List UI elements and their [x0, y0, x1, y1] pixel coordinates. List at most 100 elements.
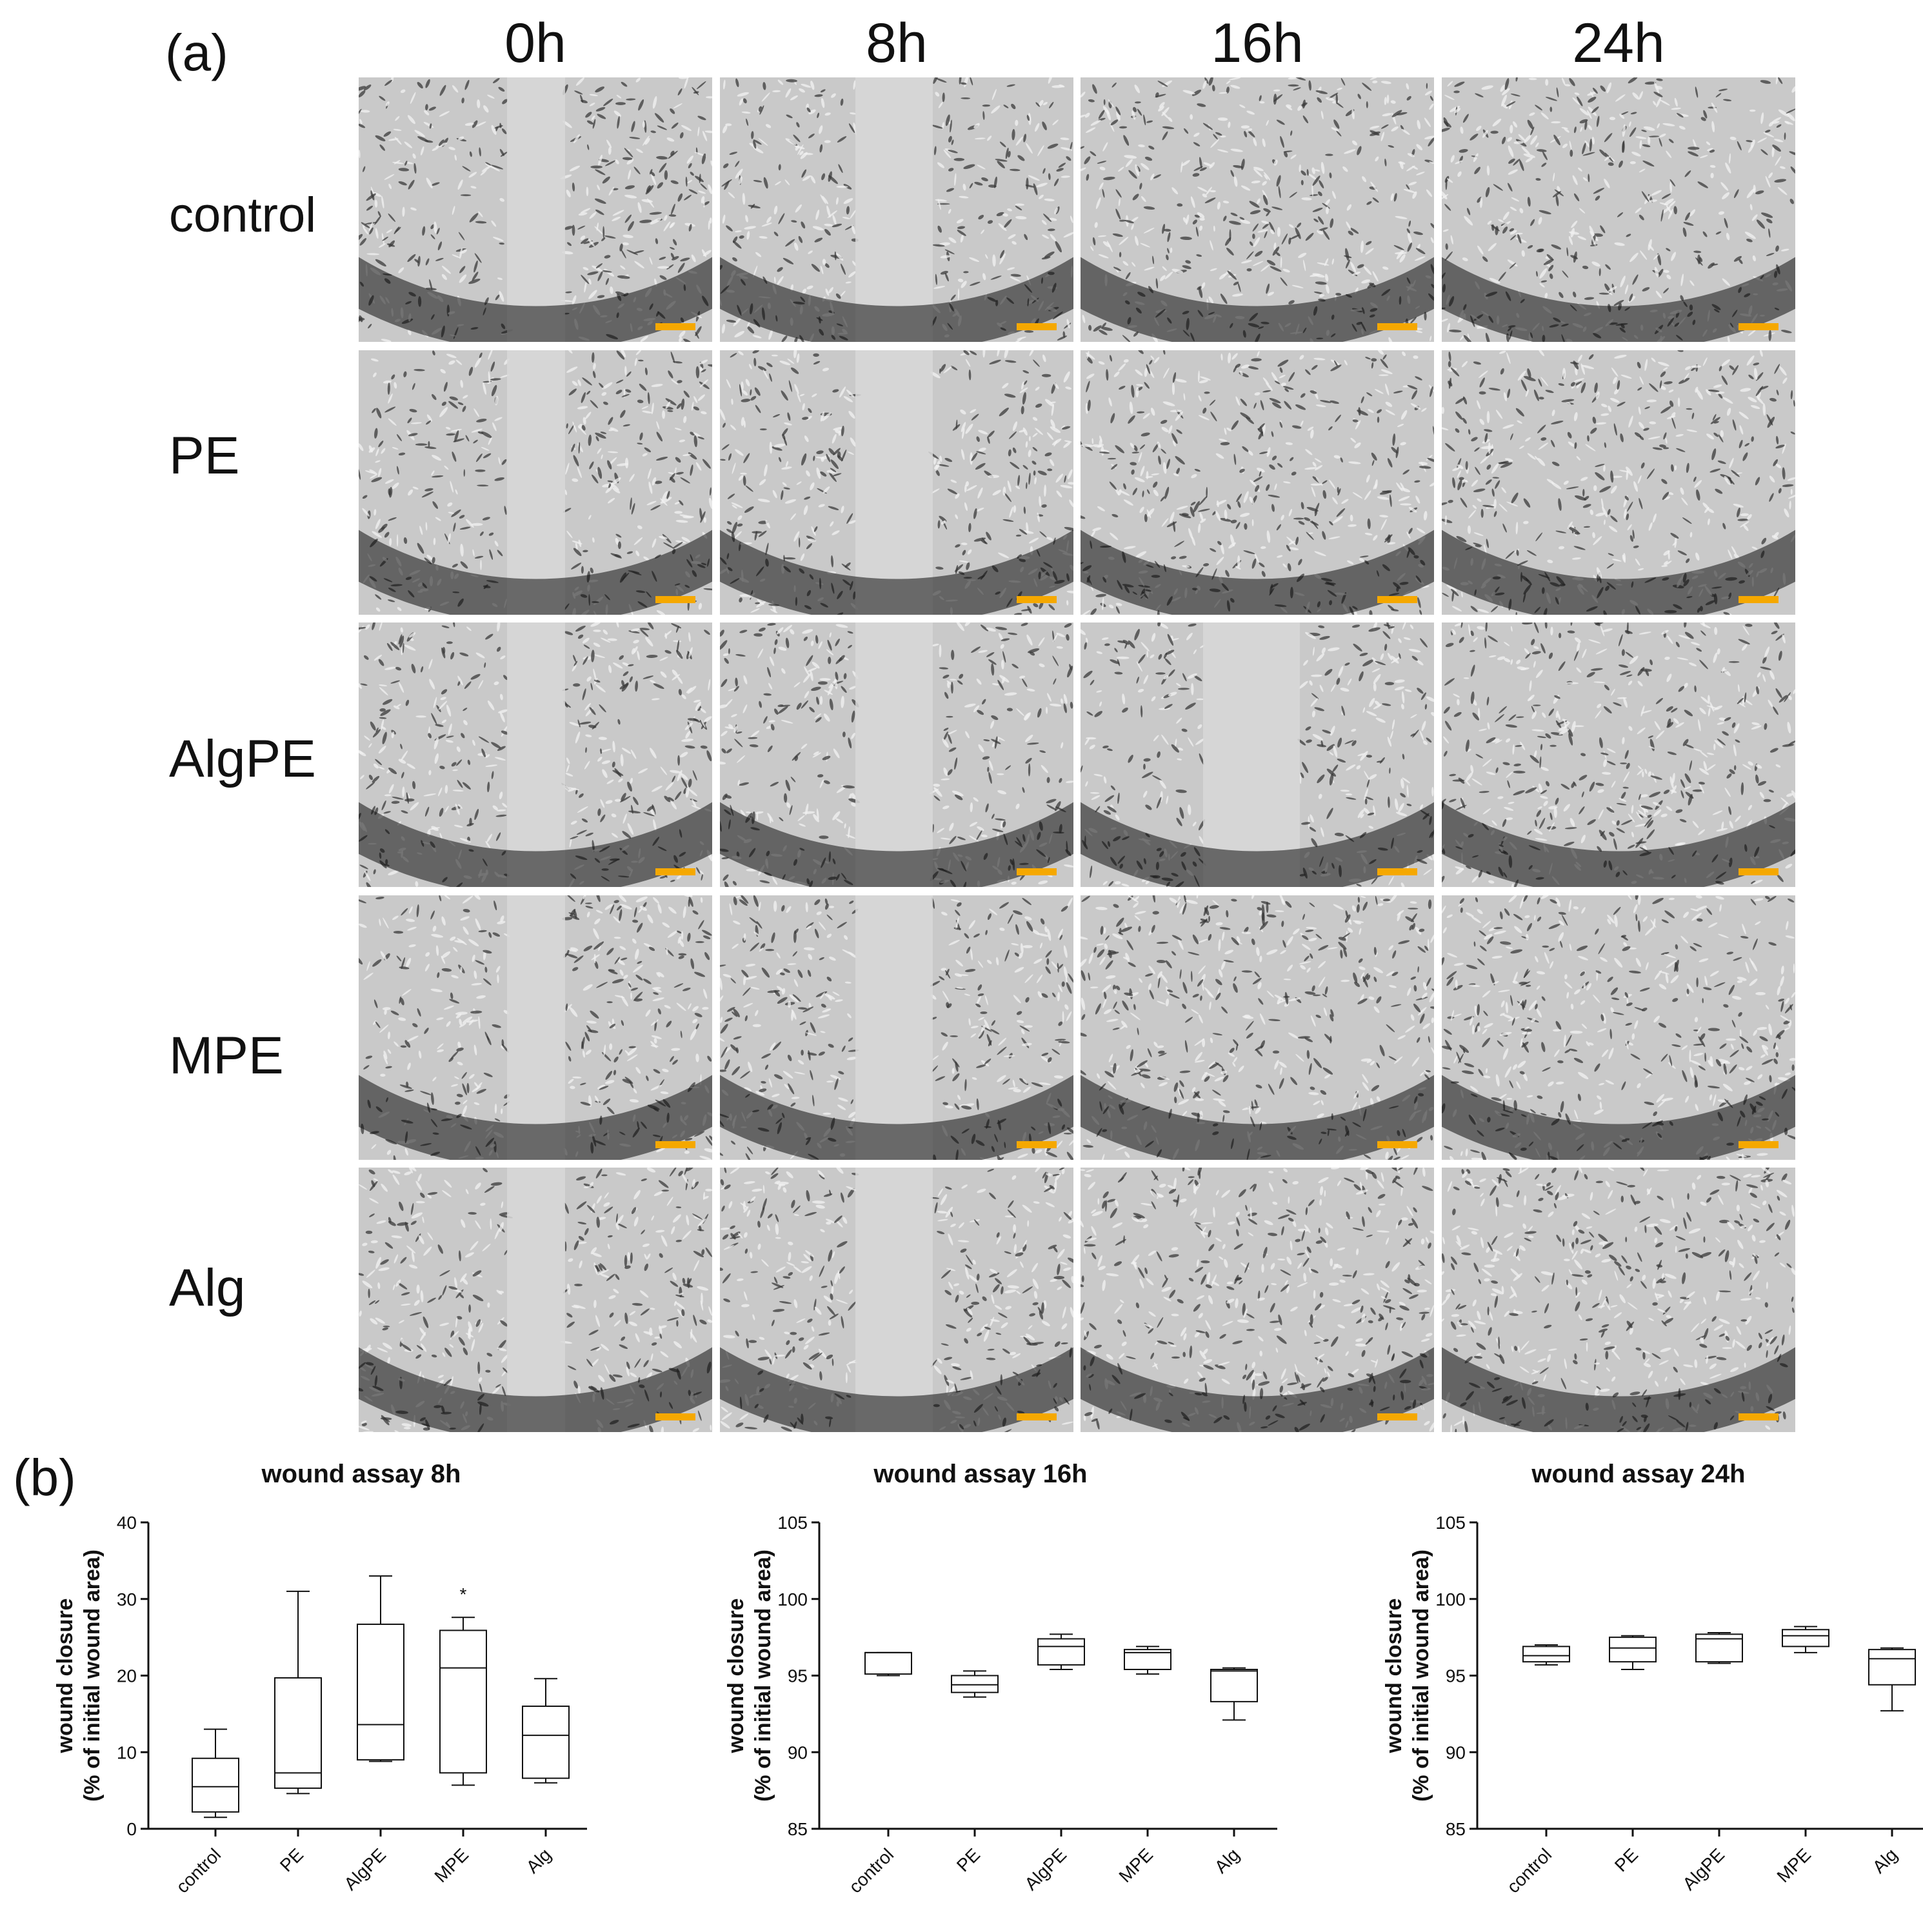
micrograph-texture [359, 350, 712, 615]
y-tick-label: 30 [117, 1589, 137, 1609]
y-tick-label: 20 [117, 1666, 137, 1686]
micrograph-texture [1081, 622, 1434, 887]
x-tick-label-alg: Alg [1869, 1844, 1902, 1877]
y-tick-label: 95 [1446, 1666, 1466, 1686]
chart-title: wound assay 24h [1531, 1460, 1745, 1488]
micrograph-control-24h [1442, 77, 1795, 342]
scale-bar [1377, 1141, 1417, 1148]
scale-bar [1377, 1413, 1417, 1420]
y-tick-label: 105 [1435, 1513, 1466, 1533]
micrograph-texture [1081, 350, 1434, 615]
box-pe [951, 1675, 999, 1693]
box-control [864, 1651, 912, 1675]
y-tick-label: 90 [1446, 1742, 1466, 1762]
micrograph-texture [1081, 895, 1434, 1160]
x-tick-label-alg: Alg [523, 1844, 555, 1877]
panel-a-label: (a) [165, 24, 228, 81]
micrograph-alg-0h [359, 1168, 712, 1432]
y-tick-label: 85 [1446, 1819, 1466, 1839]
box-plot-24h: wound assay 24h wound closure (% of initia… [1382, 1460, 1923, 1897]
scale-bar [1017, 1141, 1057, 1148]
micrograph-pe-24h [1442, 350, 1795, 615]
micrograph-texture [1081, 1168, 1434, 1432]
micrograph-texture [1081, 77, 1434, 342]
x-tick-label-alg: Alg [1211, 1844, 1244, 1877]
scale-bar [1739, 596, 1779, 603]
micrograph-algpe-16h [1081, 622, 1434, 887]
micrograph-control-16h [1081, 77, 1434, 342]
micrograph-alg-24h [1442, 1168, 1795, 1432]
micrograph-texture [1442, 1168, 1795, 1432]
y-tick-label: 90 [788, 1742, 808, 1762]
micrograph-texture [359, 1168, 712, 1432]
y-tick-label: 0 [126, 1819, 137, 1839]
y-tick-label: 40 [117, 1513, 137, 1533]
micrograph-alg-8h [720, 1168, 1073, 1432]
box-pe [1609, 1637, 1657, 1663]
micrograph-texture [359, 622, 712, 887]
x-tick-label-control: control [172, 1844, 224, 1897]
scale-bar [655, 323, 695, 330]
y-tick-label: 10 [117, 1742, 137, 1762]
micrograph-texture [720, 1168, 1073, 1432]
micrograph-algpe-24h [1442, 622, 1795, 887]
row-label-control: control [169, 188, 317, 243]
box-control [192, 1757, 239, 1813]
scale-bar [1739, 868, 1779, 875]
micrograph-texture [1442, 622, 1795, 887]
scale-bar [655, 1413, 695, 1420]
micrograph-alg-16h [1081, 1168, 1434, 1432]
box-plot-16h: wound assay 16h wound closure (% of initia… [724, 1460, 1277, 1897]
y-axis-label-line1: wound closure [53, 1598, 77, 1754]
column-header-24h: 24h [1572, 12, 1665, 74]
scale-bar [1017, 1413, 1057, 1420]
box-pe [274, 1677, 322, 1789]
y-tick-label: 100 [1435, 1589, 1466, 1609]
box-control [1522, 1646, 1570, 1663]
chart-title: wound assay 8h [261, 1460, 461, 1488]
micrograph-texture [720, 350, 1073, 615]
micrograph-texture [1442, 350, 1795, 615]
x-tick-label-mpe: MPE [1773, 1844, 1815, 1886]
scale-bar [1739, 323, 1779, 330]
micrograph-pe-0h [359, 350, 712, 615]
micrograph-texture [1442, 77, 1795, 342]
y-axis-label-line2: (% of initial wound area) [751, 1549, 775, 1802]
scale-bar [1739, 1141, 1779, 1148]
micrograph-mpe-0h [359, 895, 712, 1160]
y-tick-label: 95 [788, 1666, 808, 1686]
x-tick-label-mpe: MPE [430, 1844, 472, 1886]
box-alg [1868, 1649, 1916, 1686]
scale-bar [1739, 1413, 1779, 1420]
box-alg [1210, 1669, 1258, 1702]
scale-bar [1377, 596, 1417, 603]
column-header-16h: 16h [1211, 12, 1304, 74]
x-tick-label-pe: PE [276, 1844, 307, 1875]
significance-annotation: * [460, 1584, 467, 1604]
box-algpe [357, 1623, 404, 1761]
micrograph-texture [1442, 895, 1795, 1160]
y-axis-label-line1: wound closure [1382, 1598, 1406, 1754]
y-tick-label: 105 [777, 1513, 808, 1533]
box-algpe [1037, 1638, 1085, 1666]
scale-bar [655, 868, 695, 875]
y-axis-label-line2: (% of initial wound area) [1409, 1549, 1433, 1802]
scale-bar [1377, 323, 1417, 330]
y-axis-label-line2: (% of initial wound area) [80, 1549, 105, 1802]
micrograph-mpe-8h [720, 895, 1073, 1160]
scale-bar [655, 1141, 695, 1148]
micrograph-pe-16h [1081, 350, 1434, 615]
x-tick-label-algpe: AlgPE [1679, 1844, 1728, 1894]
x-tick-label-control: control [1503, 1844, 1555, 1897]
micrograph-texture [359, 895, 712, 1160]
y-tick-label: 100 [777, 1589, 808, 1609]
scale-bar [1017, 868, 1057, 875]
micrograph-pe-8h [720, 350, 1073, 615]
row-label-mpe: MPE [169, 1026, 284, 1085]
x-tick-label-algpe: AlgPE [340, 1844, 390, 1894]
chart-title: wound assay 16h [873, 1460, 1087, 1488]
micrograph-texture [720, 895, 1073, 1160]
panel-b-label: (b) [13, 1449, 76, 1506]
row-label-pe: PE [169, 426, 240, 485]
y-tick-label: 85 [788, 1819, 808, 1839]
